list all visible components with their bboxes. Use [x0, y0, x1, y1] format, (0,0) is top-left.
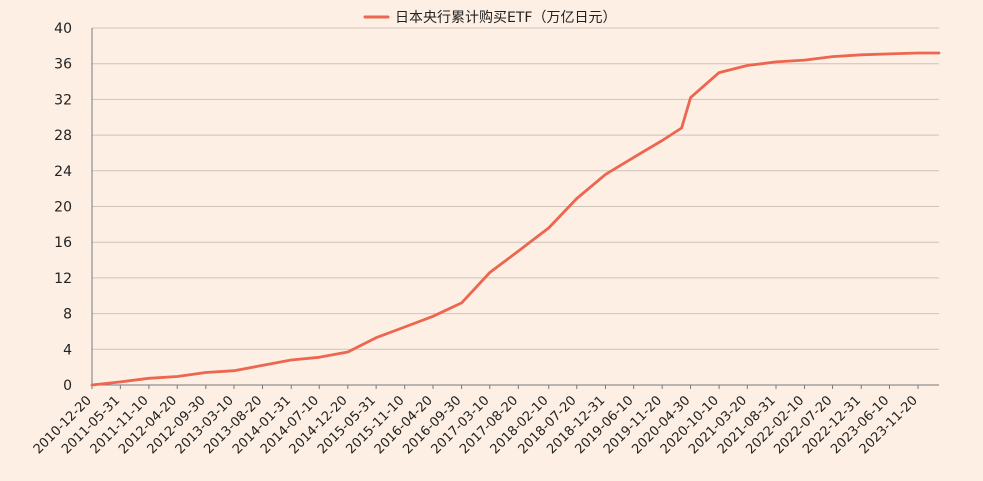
y-axis-tick-labels: 0 4 8 12 16 20 24 28 32 36 40 — [54, 21, 72, 394]
axes — [91, 28, 939, 386]
legend-label: 日本央行累计购买ETF（万亿日元） — [395, 10, 616, 26]
y-tick-label: 40 — [54, 21, 72, 37]
grid-lines — [92, 27, 939, 350]
x-axis-tick-labels: 2010-12-202011-05-312011-11-102012-04-20… — [31, 385, 921, 457]
y-tick-label: 36 — [54, 57, 72, 73]
y-tick-label: 4 — [63, 342, 72, 358]
series-layer — [90, 51, 941, 387]
y-tick-label: 16 — [54, 235, 72, 251]
y-tick-label: 28 — [54, 128, 72, 144]
y-tick-label: 32 — [54, 92, 72, 108]
y-tick-label: 24 — [54, 164, 72, 180]
series-line — [90, 51, 941, 387]
y-tick-label: 12 — [54, 271, 72, 287]
legend: 日本央行累计购买ETF（万亿日元） — [363, 10, 616, 26]
y-tick-label: 8 — [63, 307, 72, 323]
y-tick-label: 0 — [63, 378, 72, 394]
y-tick-label: 20 — [54, 200, 72, 216]
